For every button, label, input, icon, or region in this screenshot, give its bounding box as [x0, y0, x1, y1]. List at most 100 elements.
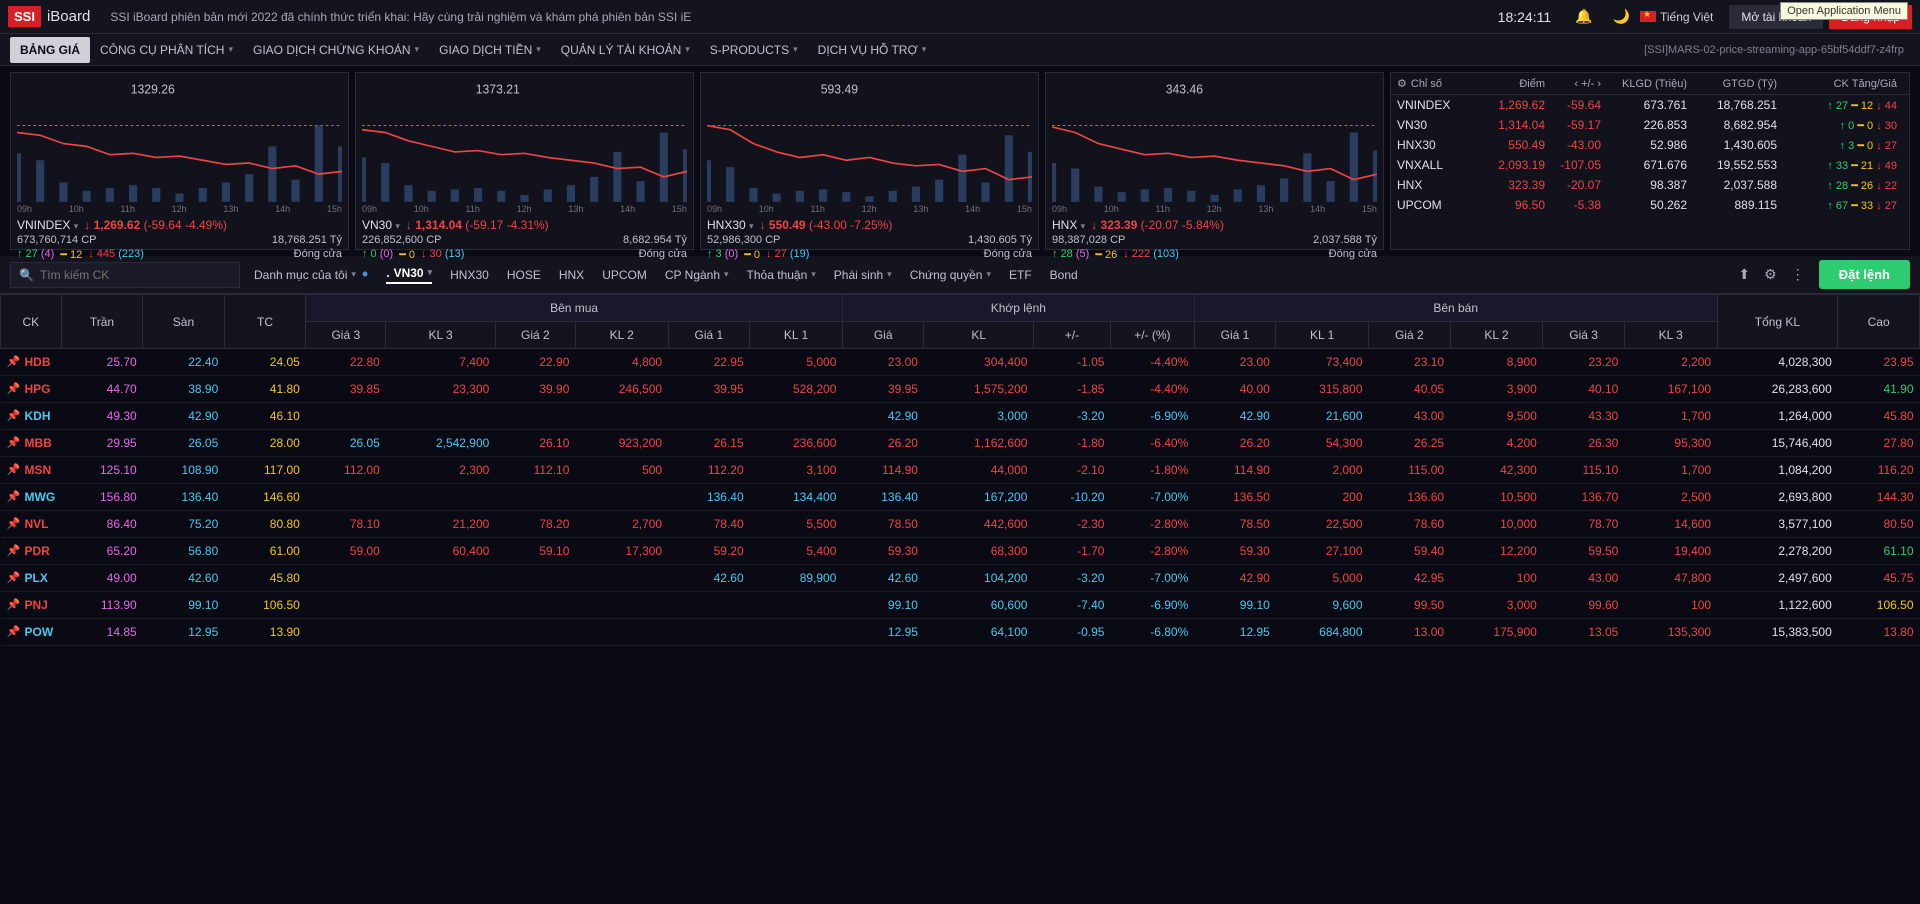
table-row[interactable]: 📌MBB29.9526.0528.0026.052,542,90026.1092… [1, 430, 1920, 457]
main-nav: BẢNG GIÁCÔNG CỤ PHÂN TÍCH▾GIAO DỊCH CHỨN… [0, 34, 1920, 66]
index-row[interactable]: VNXALL 2,093.19 -107.05 671.676 19,552.5… [1391, 155, 1909, 175]
language-selector[interactable]: Tiếng Việt [1640, 10, 1729, 24]
svg-text:593.49: 593.49 [821, 83, 858, 97]
search-icon: 🔍 [19, 268, 34, 282]
price-table: CK Trần Sàn TC Bên mua Khớp lệnh Bên bán… [0, 294, 1920, 646]
symbol-cell: 📌KDH [1, 403, 62, 430]
watchlist-tab[interactable]: HNX [559, 268, 584, 282]
table-row[interactable]: 📌HPG44.7038.9041.8039.8523,30039.90246,5… [1, 376, 1920, 403]
index-name[interactable]: VN30 ▾ [362, 218, 400, 232]
upload-icon[interactable]: ⬆ [1738, 266, 1750, 283]
watchlist-tab[interactable]: CP Ngành▾ [665, 268, 729, 282]
nav-item[interactable]: GIAO DỊCH TIỀN▾ [429, 37, 551, 63]
pin-icon[interactable]: 📌 [7, 598, 21, 611]
table-row[interactable]: 📌PLX49.0042.6045.8042.6089,90042.60104,2… [1, 565, 1920, 592]
mini-chart-VNINDEX[interactable]: 1329.26 09h10h11h12h13h14h15h VNINDEX ▾ … [10, 72, 349, 250]
watchlist-tab[interactable]: Bond [1050, 268, 1078, 282]
table-row[interactable]: 📌PNJ113.9099.10106.5099.1060,600-7.40-6.… [1, 592, 1920, 619]
watchlist-tab[interactable]: Danh mục của tôi▾• [254, 264, 368, 285]
svg-text:1329.26: 1329.26 [131, 83, 175, 97]
nav-item[interactable]: CÔNG CỤ PHÂN TÍCH▾ [90, 37, 243, 63]
watchlist-tab[interactable]: Thỏa thuận▾ [747, 268, 816, 282]
app-title: iBoard [47, 8, 90, 25]
symbol-cell: 📌MSN [1, 457, 62, 484]
index-row[interactable]: HNX30 550.49 -43.00 52.986 1,430.605 ↑ 3… [1391, 135, 1909, 155]
app-header: SSI iBoard SSI iBoard phiên bản mới 2022… [0, 0, 1920, 34]
pin-icon[interactable]: 📌 [7, 382, 21, 395]
symbol-cell: 📌HPG [1, 376, 62, 403]
index-panel: ⚙ Chỉ số Điểm ‹ +/- › KLGD (Triệu) GTGD … [1390, 72, 1910, 250]
pin-icon[interactable]: 📌 [7, 409, 21, 422]
nav-item[interactable]: GIAO DỊCH CHỨNG KHOÁN▾ [243, 37, 429, 63]
nav-item[interactable]: DỊCH VỤ HỖ TRỢ▾ [808, 37, 937, 63]
symbol-cell: 📌NVL [1, 511, 62, 538]
price-table-wrap[interactable]: CK Trần Sàn TC Bên mua Khớp lệnh Bên bán… [0, 294, 1920, 884]
mini-chart-HNX30[interactable]: 593.49 09h10h11h12h13h14h15h HNX30 ▾ ↓ 5… [700, 72, 1039, 250]
chevron-down-icon: ▾ [536, 44, 541, 55]
pin-icon[interactable]: 📌 [7, 463, 21, 476]
watchlist-tab[interactable]: Chứng quyền▾ [910, 268, 991, 282]
symbol-cell: 📌PLX [1, 565, 62, 592]
gear-icon[interactable]: ⚙ [1397, 77, 1407, 90]
table-row[interactable]: 📌POW14.8512.9513.9012.9564,100-0.95-6.80… [1, 619, 1920, 646]
pin-icon[interactable]: 📌 [7, 355, 21, 368]
nav-item[interactable]: QUẢN LÝ TÀI KHOẢN▾ [551, 37, 700, 63]
more-icon[interactable]: ⋮ [1791, 266, 1805, 283]
symbol-cell: 📌MBB [1, 430, 62, 457]
place-order-button[interactable]: Đặt lệnh [1819, 260, 1910, 289]
pin-icon[interactable]: 📌 [7, 436, 21, 449]
watchlist-tab[interactable]: Phái sinh▾ [834, 268, 892, 282]
watchlist-tab[interactable]: HNX30 [450, 268, 489, 282]
chevron-down-icon: ▾ [685, 44, 690, 55]
table-row[interactable]: 📌MWG156.80136.40146.60136.40134,400136.4… [1, 484, 1920, 511]
app-menu-tooltip: Open Application Menu [1780, 2, 1908, 20]
index-name[interactable]: HNX30 ▾ [707, 218, 754, 232]
symbol-cell: 📌HDB [1, 349, 62, 376]
index-name[interactable]: HNX ▾ [1052, 218, 1085, 232]
watchlist-tab[interactable]: . VN30▾ [386, 266, 432, 284]
index-row[interactable]: VN30 1,314.04 -59.17 226.853 8,682.954 ↑… [1391, 115, 1909, 135]
symbol-cell: 📌PNJ [1, 592, 62, 619]
nav-item[interactable]: BẢNG GIÁ [10, 37, 90, 63]
table-row[interactable]: 📌HDB25.7022.4024.0522.807,40022.904,8002… [1, 349, 1920, 376]
dot-icon: • [362, 264, 368, 285]
table-row[interactable]: 📌PDR65.2056.8061.0059.0060,40059.1017,30… [1, 538, 1920, 565]
index-row[interactable]: HNX 323.39 -20.07 98.387 2,037.588 ↑ 28 … [1391, 175, 1909, 195]
pin-icon[interactable]: 📌 [7, 517, 21, 530]
mini-chart-HNX[interactable]: 343.46 09h10h11h12h13h14h15h HNX ▾ ↓ 323… [1045, 72, 1384, 250]
table-row[interactable]: 📌MSN125.10108.90117.00112.002,300112.105… [1, 457, 1920, 484]
chevron-down-icon: ▾ [793, 44, 798, 55]
search-input[interactable] [40, 268, 231, 282]
chevron-down-icon: ▾ [228, 44, 233, 55]
watchlist-toolbar: 🔍 Danh mục của tôi▾• . VN30▾ HNX30 HOSE HNX U… [0, 256, 1920, 294]
app-logo: SSI [8, 6, 41, 27]
chevron-down-icon: ▾ [415, 44, 420, 55]
watchlist-tab[interactable]: UPCOM [602, 268, 647, 282]
marquee-text: SSI iBoard phiên bản mới 2022 đã chính t… [110, 10, 1483, 24]
chevron-down-icon: ▾ [887, 269, 892, 280]
search-box[interactable]: 🔍 [10, 262, 240, 288]
nav-item[interactable]: S-PRODUCTS▾ [700, 37, 808, 63]
chevron-down-icon: ▾ [986, 269, 991, 280]
svg-text:343.46: 343.46 [1166, 83, 1203, 97]
gear-icon[interactable]: ⚙ [1764, 266, 1777, 283]
pin-icon[interactable]: 📌 [7, 544, 21, 557]
flag-icon [1640, 11, 1656, 22]
table-row[interactable]: 📌KDH49.3042.9046.1042.903,000-3.20-6.90%… [1, 403, 1920, 430]
table-row[interactable]: 📌NVL86.4075.2080.8078.1021,20078.202,700… [1, 511, 1920, 538]
symbol-cell: 📌POW [1, 619, 62, 646]
watchlist-tab[interactable]: HOSE [507, 268, 541, 282]
pin-icon[interactable]: 📌 [7, 490, 21, 503]
index-panel-header: ⚙ Chỉ số Điểm ‹ +/- › KLGD (Triệu) GTGD … [1391, 73, 1909, 95]
bell-icon[interactable]: 🔔 [1575, 8, 1592, 25]
watchlist-tab[interactable]: ETF [1009, 268, 1032, 282]
index-name[interactable]: VNINDEX ▾ [17, 218, 78, 232]
mini-chart-VN30[interactable]: 1373.21 09h10h11h12h13h14h15h VN30 ▾ ↓ 1… [355, 72, 694, 250]
server-info: [SSI]MARS-02-price-streaming-app-65bf54d… [1644, 44, 1904, 56]
moon-icon[interactable]: 🌙 [1613, 8, 1630, 25]
index-row[interactable]: UPCOM 96.50 -5.38 50.262 889.115 ↑ 67 ━ … [1391, 195, 1909, 215]
pin-icon[interactable]: 📌 [7, 625, 21, 638]
pin-icon[interactable]: 📌 [7, 571, 21, 584]
chevron-down-icon: ▾ [811, 269, 816, 280]
index-row[interactable]: VNINDEX 1,269.62 -59.64 673.761 18,768.2… [1391, 95, 1909, 115]
